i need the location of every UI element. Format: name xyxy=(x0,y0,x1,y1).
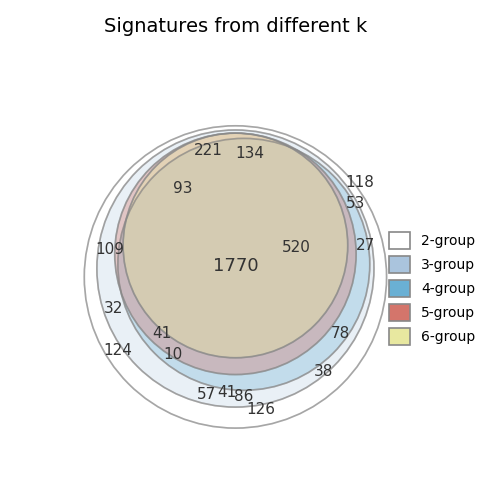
Text: 126: 126 xyxy=(246,402,275,417)
Circle shape xyxy=(118,139,370,390)
Text: 53: 53 xyxy=(345,196,365,211)
Legend: 2-group, 3-group, 4-group, 5-group, 6-group: 2-group, 3-group, 4-group, 5-group, 6-gr… xyxy=(384,227,481,350)
Circle shape xyxy=(84,126,387,428)
Text: 41: 41 xyxy=(217,385,237,400)
Text: 57: 57 xyxy=(197,387,216,402)
Text: 78: 78 xyxy=(331,326,350,341)
Text: 134: 134 xyxy=(236,146,265,161)
Text: 221: 221 xyxy=(194,144,223,158)
Text: 86: 86 xyxy=(234,389,254,404)
Text: 520: 520 xyxy=(282,240,311,255)
Text: 32: 32 xyxy=(104,301,123,316)
Circle shape xyxy=(123,133,348,358)
Circle shape xyxy=(97,130,374,407)
Title: Signatures from different k: Signatures from different k xyxy=(104,17,367,36)
Text: 124: 124 xyxy=(103,343,133,358)
Text: 27: 27 xyxy=(356,238,375,253)
Text: 41: 41 xyxy=(152,326,171,341)
Text: 109: 109 xyxy=(95,242,124,257)
Text: 1770: 1770 xyxy=(213,258,258,276)
Circle shape xyxy=(115,133,356,374)
Text: 38: 38 xyxy=(314,364,333,379)
Text: 118: 118 xyxy=(345,175,374,190)
Text: 10: 10 xyxy=(163,347,182,362)
Text: 93: 93 xyxy=(173,181,193,196)
